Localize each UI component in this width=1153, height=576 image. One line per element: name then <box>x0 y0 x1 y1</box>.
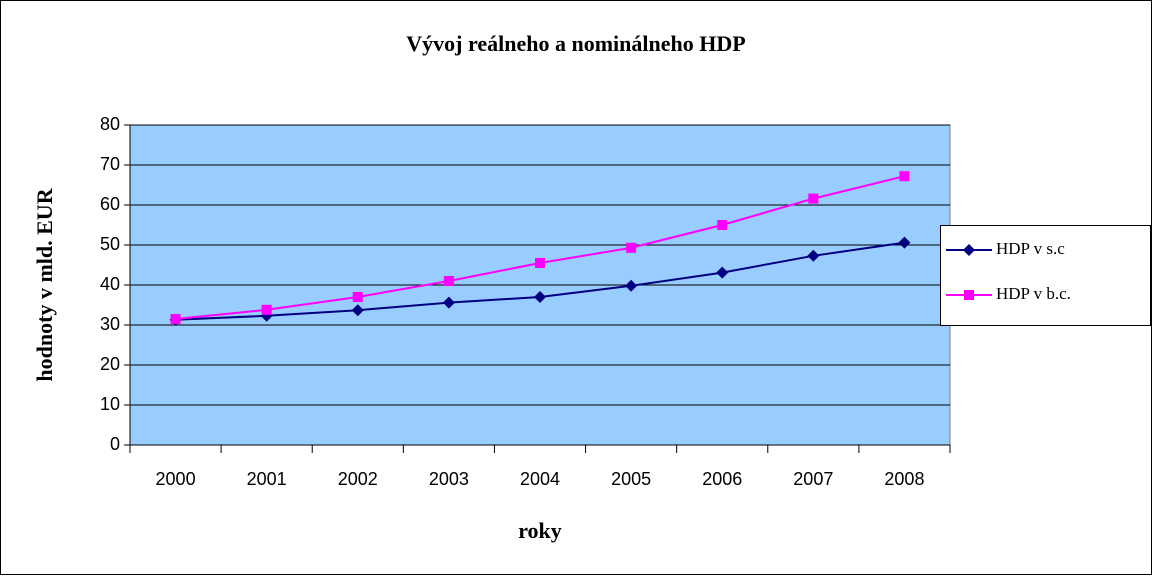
data-point <box>442 296 455 309</box>
data-point <box>808 193 819 204</box>
x-tick-label: 2006 <box>702 469 742 489</box>
x-tick-label: 2008 <box>884 469 924 489</box>
chart-title: Vývoj reálneho a nominálneho HDP <box>406 31 745 56</box>
legend-marker <box>964 290 974 300</box>
data-point <box>626 242 637 253</box>
data-point <box>535 258 545 268</box>
legend-label: HDP v b.c. <box>996 284 1071 303</box>
y-tick-label: 20 <box>100 354 120 374</box>
data-point <box>807 249 820 262</box>
y-tick-label: 50 <box>100 234 120 254</box>
x-tick-label: 2000 <box>156 469 196 489</box>
x-tick-label: 2001 <box>247 469 287 489</box>
y-tick-label: 10 <box>100 394 120 414</box>
data-point <box>717 220 728 230</box>
y-tick-label: 30 <box>100 314 120 334</box>
data-point <box>351 304 364 317</box>
data-point <box>352 292 363 302</box>
legend-marker <box>963 244 975 256</box>
data-point <box>443 276 454 286</box>
y-tick-label: 0 <box>110 434 120 454</box>
data-point <box>898 236 911 249</box>
y-tick-label: 80 <box>100 114 120 134</box>
x-tick-label: 2003 <box>429 469 469 489</box>
y-tick-label: 70 <box>100 154 120 174</box>
x-tick-label: 2004 <box>520 469 560 489</box>
legend-box <box>940 225 1151 326</box>
legend-label: HDP v s.c <box>996 239 1065 258</box>
data-point <box>716 266 729 279</box>
data-point <box>899 171 910 182</box>
x-tick-label: 2005 <box>611 469 651 489</box>
y-axis-title: hodnoty v mld. EUR <box>32 187 57 381</box>
y-tick-label: 60 <box>100 194 120 214</box>
data-point <box>261 304 272 315</box>
legend: HDP v s.c HDP v b.c. <box>940 225 1151 326</box>
data-point <box>625 279 638 292</box>
x-tick-label: 2007 <box>793 469 833 489</box>
data-point <box>534 291 546 303</box>
data-point <box>170 314 181 324</box>
y-tick-label: 40 <box>100 274 120 294</box>
x-tick-label: 2002 <box>338 469 378 489</box>
x-axis-title: roky <box>518 518 562 543</box>
